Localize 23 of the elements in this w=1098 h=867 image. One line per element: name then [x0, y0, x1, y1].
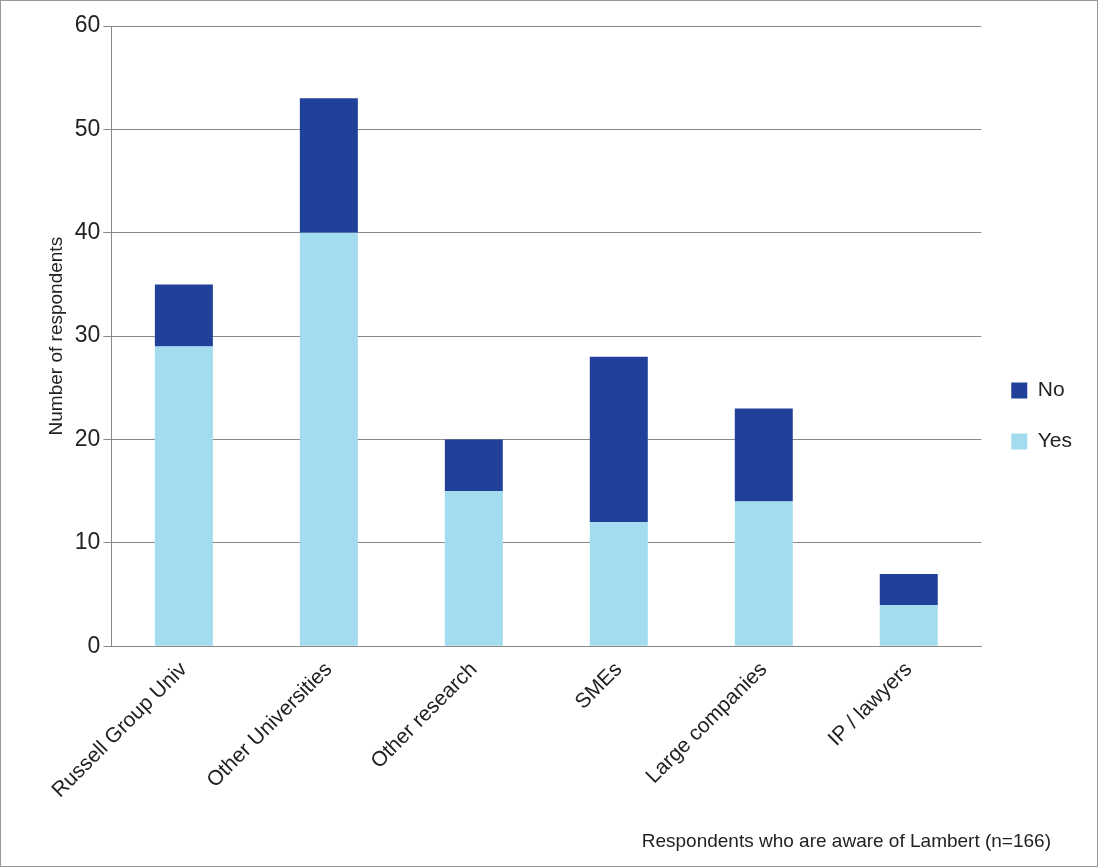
y-tick-label: 20: [74, 424, 101, 451]
y-tick-label: 10: [74, 528, 101, 555]
y-tick-label: 0: [87, 631, 101, 658]
bar: [444, 491, 503, 646]
bar: [444, 439, 503, 492]
bar: [879, 573, 938, 605]
legend-label: No: [1037, 377, 1065, 401]
y-tick-label: 30: [74, 321, 101, 348]
bar: [299, 232, 358, 646]
bar: [734, 408, 793, 502]
bar: [154, 346, 213, 646]
bar: [154, 284, 213, 347]
bar: [879, 604, 938, 646]
bar: [589, 356, 648, 523]
y-axis-title: Number of respondents: [44, 236, 66, 436]
text: Respondents who are aware of Lambert (n=166): [641, 829, 1051, 851]
y-tick-label: 40: [74, 218, 101, 245]
y-tick-label: 60: [74, 11, 101, 38]
bar: [734, 501, 793, 646]
bar: [299, 98, 358, 233]
y-tick-label: 50: [74, 114, 101, 141]
legend-label: Yes: [1037, 428, 1073, 452]
bar: [589, 522, 648, 646]
